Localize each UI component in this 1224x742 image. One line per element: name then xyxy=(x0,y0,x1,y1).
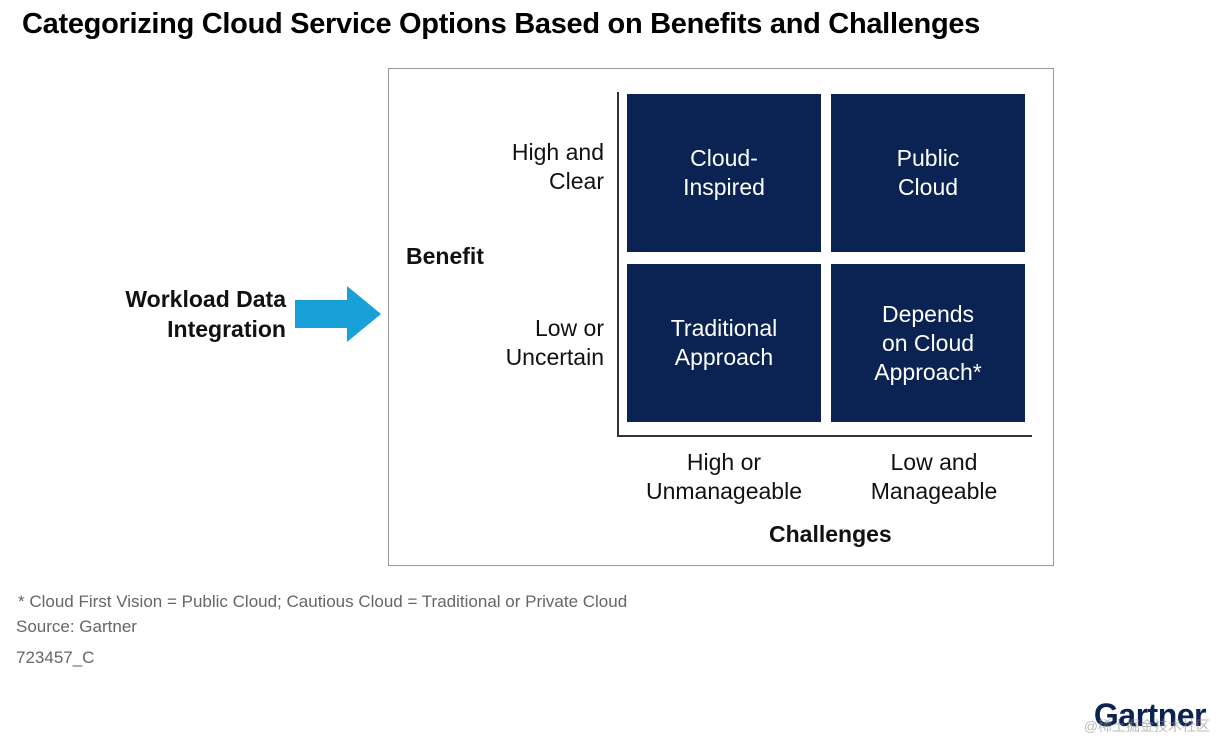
y-label-low: Low or Uncertain xyxy=(505,315,604,370)
page-title: Categorizing Cloud Service Options Based… xyxy=(22,8,981,40)
quadrant-traditional-approach: Traditional Approach xyxy=(627,264,821,422)
quadrant-label: Traditional Approach xyxy=(670,315,778,370)
source-text: Source: Gartner xyxy=(16,617,137,636)
quadrant-label: Public Cloud xyxy=(896,145,960,200)
y-label-high: High and Clear xyxy=(511,139,604,194)
footnote: * Cloud First Vision = Public Cloud; Cau… xyxy=(18,592,628,611)
x-axis-title: Challenges xyxy=(769,521,892,547)
workload-data-integration-label: Workload Data Integration xyxy=(125,286,286,342)
watermark: @稀土掘金技术社区 xyxy=(1083,718,1210,734)
y-axis-line xyxy=(617,92,619,437)
y-axis-title: Benefit xyxy=(406,243,484,269)
right-arrow-icon xyxy=(295,286,381,342)
quadrant-cloud-inspired: Cloud- Inspired xyxy=(627,94,821,252)
gartner-logo: Gartner xyxy=(1093,697,1207,733)
x-label-right: Low and Manageable xyxy=(870,449,998,504)
quadrant-depends-on-cloud-approach: Depends on Cloud Approach* xyxy=(831,264,1025,422)
x-axis-line xyxy=(617,435,1032,437)
diagram-frame xyxy=(388,68,1054,566)
x-label-left: High or Unmanageable xyxy=(645,449,802,504)
figure-id: 723457_C xyxy=(16,648,95,667)
quadrant-label: Depends on Cloud Approach* xyxy=(874,300,982,385)
quadrant-public-cloud: Public Cloud xyxy=(831,94,1025,252)
quadrant-label: Cloud- Inspired xyxy=(683,145,765,200)
